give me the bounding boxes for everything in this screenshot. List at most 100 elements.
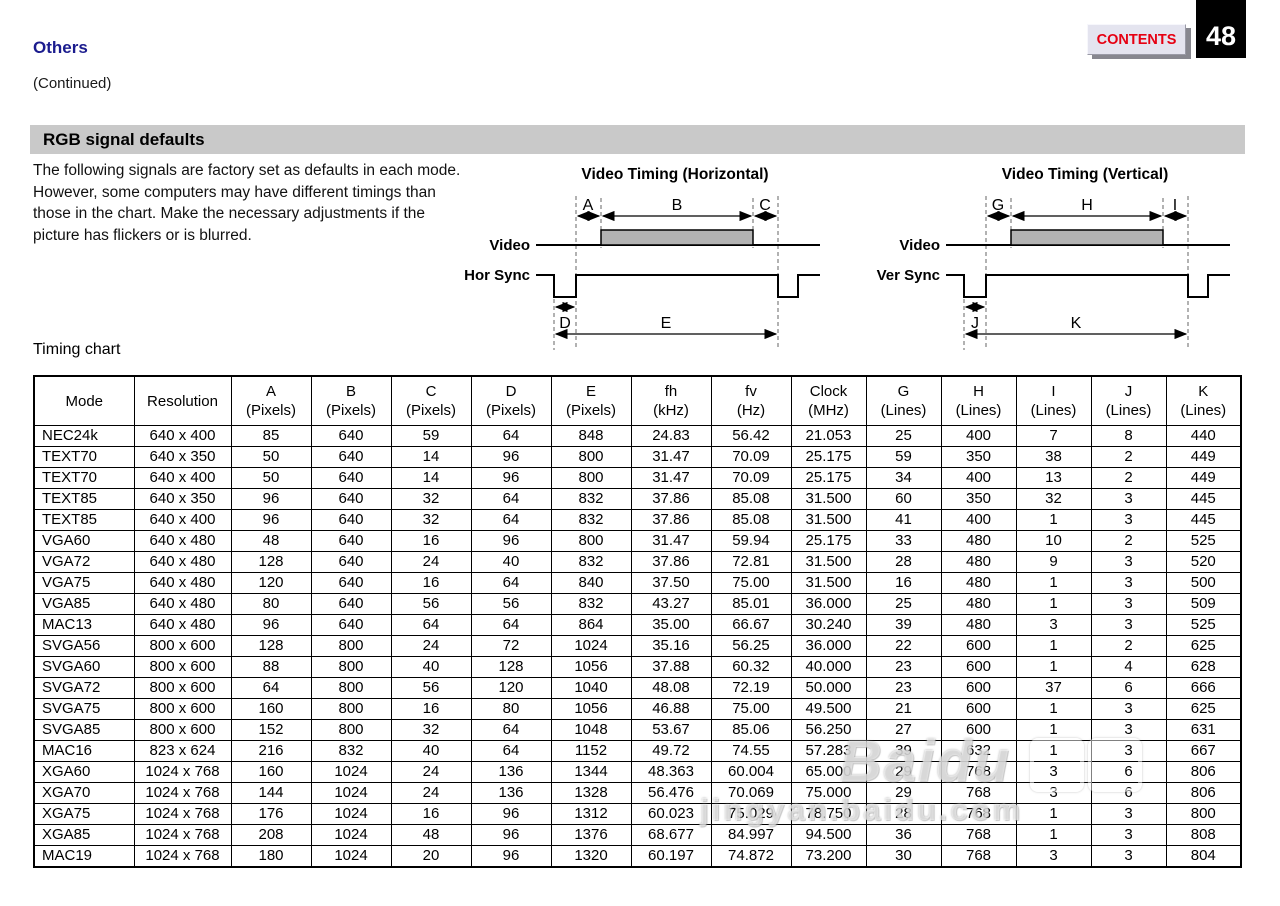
- table-cell: 832: [550, 488, 632, 510]
- dim-label-b: B: [672, 197, 683, 214]
- table-row: XGA60 1024 x 768 160 1024 24 136 1344 48.363 60.…: [33, 761, 1242, 783]
- table-cell: 509: [1165, 593, 1242, 615]
- column-header: C (Pixels): [390, 375, 472, 426]
- table-cell: 3: [1090, 845, 1167, 868]
- table-cell: 50.000: [790, 677, 867, 699]
- table-cell: 46.88: [630, 698, 712, 720]
- table-cell: XGA60: [33, 761, 135, 783]
- table-cell: 60.023: [630, 803, 712, 825]
- table-cell: 640 x 480: [133, 551, 232, 573]
- table-cell: 28: [865, 551, 942, 573]
- table-cell: 88: [230, 656, 312, 678]
- table-row: TEXT70 640 x 400 50 640 14 96 800 31.47 70.09 25.…: [33, 467, 1242, 489]
- table-cell: 3: [1015, 761, 1092, 783]
- table-cell: 628: [1165, 656, 1242, 678]
- table-cell: 48: [390, 824, 472, 846]
- table-cell: 56.476: [630, 782, 712, 804]
- page-number: 48: [1196, 0, 1246, 58]
- table-cell: 32: [390, 509, 472, 531]
- table-cell: 3: [1090, 740, 1167, 762]
- video-label: Video: [489, 237, 530, 254]
- dim-label-k: K: [1071, 315, 1082, 332]
- table-cell: 64: [470, 740, 552, 762]
- table-cell: 480: [940, 614, 1017, 636]
- table-cell: 640: [310, 593, 392, 615]
- table-cell: VGA60: [33, 530, 135, 552]
- table-cell: SVGA75: [33, 698, 135, 720]
- table-cell: 25.175: [790, 467, 867, 489]
- table-cell: 525: [1165, 530, 1242, 552]
- table-cell: 49.500: [790, 698, 867, 720]
- table-cell: 667: [1165, 740, 1242, 762]
- table-cell: 56: [390, 677, 472, 699]
- table-cell: VGA75: [33, 572, 135, 594]
- table-cell: 31.47: [630, 467, 712, 489]
- contents-button[interactable]: CONTENTS: [1087, 24, 1186, 55]
- table-row: TEXT85 640 x 400 96 640 32 64 832 37.86 85.08 31.…: [33, 509, 1242, 531]
- table-cell: 1320: [550, 845, 632, 868]
- table-cell: 640: [310, 614, 392, 636]
- table-cell: 96: [470, 467, 552, 489]
- table-row: SVGA75 800 x 600 160 800 16 80 1056 46.88 75.00 4…: [33, 698, 1242, 720]
- table-cell: 85.08: [710, 509, 792, 531]
- table-row: SVGA85 800 x 600 152 800 32 64 1048 53.67 85.06 5…: [33, 719, 1242, 741]
- table-cell: 1: [1015, 824, 1092, 846]
- table-cell: 1056: [550, 698, 632, 720]
- table-row: VGA75 640 x 480 120 640 16 64 840 37.50 75.00 31.…: [33, 572, 1242, 594]
- table-cell: 3: [1015, 782, 1092, 804]
- table-cell: 78.750: [790, 803, 867, 825]
- table-cell: 31.500: [790, 572, 867, 594]
- table-cell: 85.06: [710, 719, 792, 741]
- table-cell: 64: [470, 572, 552, 594]
- table-cell: 24: [390, 551, 472, 573]
- table-row: TEXT85 640 x 350 96 640 32 64 832 37.86 85.08 31.…: [33, 488, 1242, 510]
- table-cell: 3: [1090, 698, 1167, 720]
- table-cell: 640 x 480: [133, 572, 232, 594]
- table-cell: 34: [865, 467, 942, 489]
- column-header: fv (Hz): [710, 375, 792, 426]
- table-cell: 16: [390, 530, 472, 552]
- table-cell: MAC19: [33, 845, 135, 868]
- table-cell: 85.08: [710, 488, 792, 510]
- column-header: I (Lines): [1015, 375, 1092, 426]
- table-row: VGA85 640 x 480 80 640 56 56 832 43.27 85.01 36.0…: [33, 593, 1242, 615]
- table-cell: 1: [1015, 698, 1092, 720]
- table-cell: 480: [940, 572, 1017, 594]
- table-cell: 640: [310, 530, 392, 552]
- column-header: K (Lines): [1165, 375, 1242, 426]
- table-cell: 800 x 600: [133, 656, 232, 678]
- table-cell: SVGA85: [33, 719, 135, 741]
- table-cell: 1024 x 768: [133, 824, 232, 846]
- diagram-title: Video Timing (Horizontal): [581, 166, 768, 183]
- table-cell: 128: [230, 635, 312, 657]
- table-cell: 1: [1015, 572, 1092, 594]
- column-header: Clock (MHz): [790, 375, 867, 426]
- table-cell: 32: [390, 719, 472, 741]
- table-cell: 35.16: [630, 635, 712, 657]
- table-cell: 60: [865, 488, 942, 510]
- table-cell: 445: [1165, 509, 1242, 531]
- table-cell: 144: [230, 782, 312, 804]
- table-cell: 60.197: [630, 845, 712, 868]
- table-cell: 500: [1165, 572, 1242, 594]
- table-cell: 16: [390, 698, 472, 720]
- table-cell: 31.500: [790, 488, 867, 510]
- table-row: SVGA56 800 x 600 128 800 24 72 1024 35.16 56.25 3…: [33, 635, 1242, 657]
- table-cell: 37.86: [630, 509, 712, 531]
- table-cell: 864: [550, 614, 632, 636]
- table-cell: 80: [230, 593, 312, 615]
- table-cell: 1024: [310, 782, 392, 804]
- continued-label: (Continued): [33, 75, 112, 92]
- table-cell: 800 x 600: [133, 677, 232, 699]
- table-cell: 96: [230, 614, 312, 636]
- panel-title: RGB signal defaults: [30, 125, 1245, 154]
- table-cell: 74.872: [710, 845, 792, 868]
- table-cell: 8: [1090, 425, 1167, 447]
- table-cell: 1024 x 768: [133, 845, 232, 868]
- table-cell: 31.47: [630, 530, 712, 552]
- table-cell: 60.004: [710, 761, 792, 783]
- table-cell: 25.175: [790, 530, 867, 552]
- table-cell: 768: [940, 824, 1017, 846]
- table-cell: 400: [940, 467, 1017, 489]
- table-cell: 64: [470, 614, 552, 636]
